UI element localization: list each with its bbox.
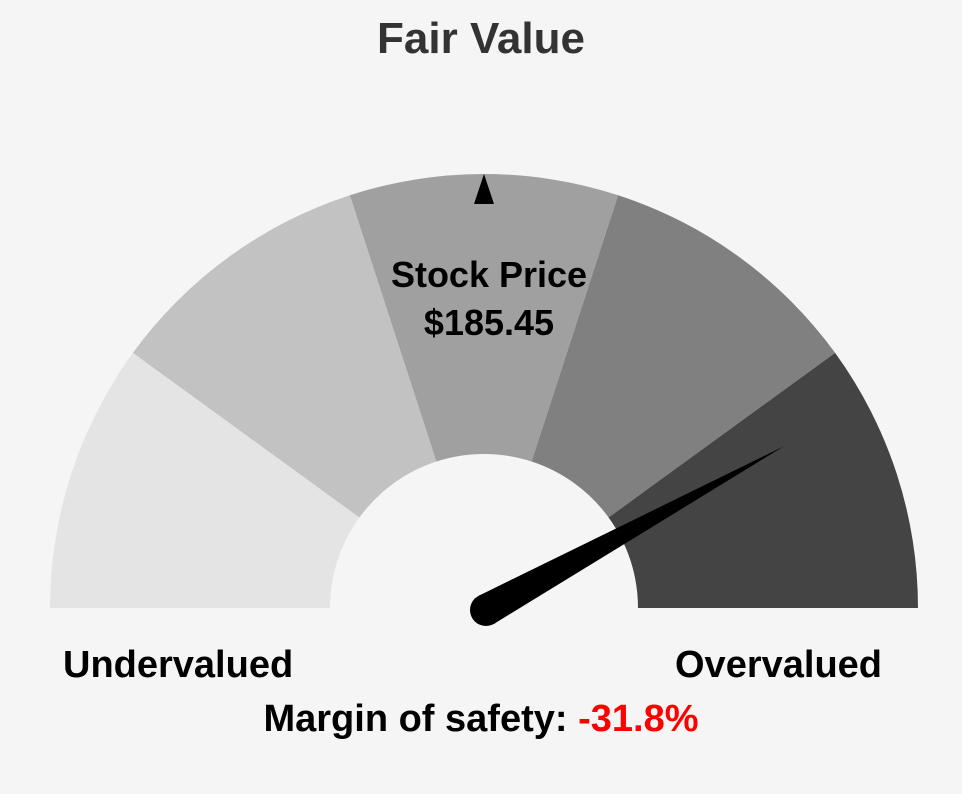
gauge-needle-hub <box>470 594 502 626</box>
gauge-needle <box>478 446 784 625</box>
gauge-band-5 <box>608 352 918 608</box>
chart-title: Fair Value <box>377 14 585 63</box>
margin-of-safety: Margin of safety: -31.8% <box>0 698 962 741</box>
gauge-band-1 <box>50 352 360 608</box>
undervalued-label: Undervalued <box>63 644 294 686</box>
margin-of-safety-label: Margin of safety: <box>263 698 568 740</box>
stock-price-label: Stock Price <box>390 254 588 295</box>
stock-price-value: $185.45 <box>423 302 555 343</box>
margin-of-safety-value: -31.8% <box>578 698 699 740</box>
gauge-band-2 <box>132 195 437 518</box>
overvalued-label: Overvalued <box>675 644 882 686</box>
fair-value-marker <box>474 174 494 204</box>
gauge-band-3 <box>349 174 619 462</box>
gauge-band-4 <box>531 195 836 518</box>
